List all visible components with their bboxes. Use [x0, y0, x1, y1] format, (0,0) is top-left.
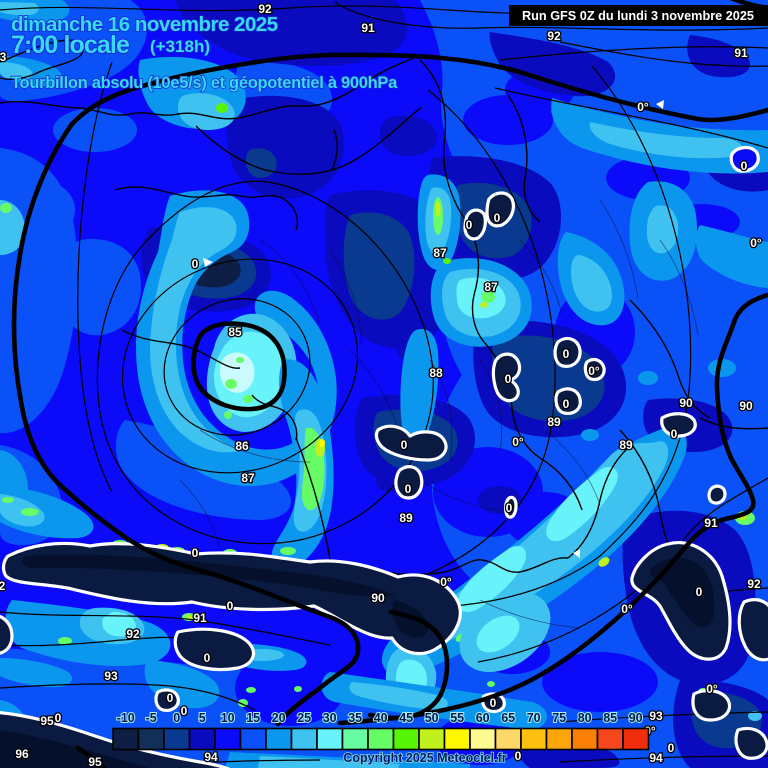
svg-text:35: 35 [348, 711, 362, 725]
svg-text:30: 30 [323, 711, 337, 725]
svg-text:89: 89 [619, 438, 633, 452]
svg-text:0: 0 [696, 585, 703, 599]
svg-text:89: 89 [547, 415, 561, 429]
svg-text:95: 95 [88, 755, 102, 768]
svg-text:(+318h): (+318h) [150, 37, 210, 56]
svg-text:0°: 0° [588, 364, 600, 378]
svg-text:0: 0 [401, 438, 408, 452]
svg-text:92: 92 [126, 627, 140, 641]
svg-text:0: 0 [563, 397, 570, 411]
svg-text:95: 95 [40, 714, 54, 728]
svg-text:91: 91 [193, 611, 207, 625]
svg-text:25: 25 [297, 711, 311, 725]
svg-text:45: 45 [399, 711, 413, 725]
svg-text:86: 86 [235, 439, 249, 453]
svg-text:90: 90 [371, 591, 385, 605]
svg-text:0: 0 [173, 711, 180, 725]
svg-text:90: 90 [739, 399, 753, 413]
svg-text:dimanche 16 novembre 2025: dimanche 16 novembre 2025 [11, 13, 278, 36]
svg-text:0: 0 [563, 347, 570, 361]
svg-text:91: 91 [704, 516, 718, 530]
svg-text:0°: 0° [706, 682, 718, 696]
svg-text:0: 0 [490, 696, 497, 710]
svg-text:90: 90 [629, 711, 643, 725]
svg-text:0: 0 [167, 691, 174, 705]
svg-text:20: 20 [272, 711, 286, 725]
svg-text:0: 0 [515, 749, 522, 763]
svg-text:0: 0 [741, 159, 748, 173]
svg-text:88: 88 [429, 366, 443, 380]
svg-text:70: 70 [527, 711, 541, 725]
svg-text:91: 91 [734, 46, 748, 60]
svg-text:87: 87 [241, 471, 255, 485]
svg-text:0: 0 [192, 546, 199, 560]
svg-text:91: 91 [361, 21, 375, 35]
svg-text:15: 15 [246, 711, 260, 725]
svg-text:80: 80 [578, 711, 592, 725]
svg-text:40: 40 [374, 711, 388, 725]
svg-text:0: 0 [204, 651, 211, 665]
svg-text:0: 0 [181, 704, 188, 718]
svg-text:92: 92 [547, 29, 561, 43]
svg-text:94: 94 [649, 751, 663, 765]
svg-text:0°: 0° [637, 100, 649, 114]
svg-text:0: 0 [405, 482, 412, 496]
svg-text:93: 93 [104, 669, 118, 683]
svg-text:0: 0 [55, 711, 62, 725]
svg-text:94: 94 [204, 750, 218, 764]
svg-text:-5: -5 [146, 711, 157, 725]
svg-text:0°: 0° [621, 602, 633, 616]
svg-text:93: 93 [649, 709, 663, 723]
svg-text:Run GFS 0Z du lundi 3 novembre: Run GFS 0Z du lundi 3 novembre 2025 [522, 9, 754, 23]
svg-text:87: 87 [433, 246, 447, 260]
svg-text:92: 92 [258, 2, 272, 16]
svg-text:0°: 0° [440, 575, 452, 589]
svg-text:0: 0 [192, 257, 199, 271]
svg-text:87: 87 [484, 280, 498, 294]
svg-text:55: 55 [450, 711, 464, 725]
svg-text:89: 89 [399, 511, 413, 525]
svg-text:0: 0 [466, 218, 473, 232]
svg-text:85: 85 [228, 325, 242, 339]
svg-text:0: 0 [506, 501, 513, 515]
svg-text:50: 50 [425, 711, 439, 725]
svg-text:3: 3 [0, 50, 7, 64]
svg-text:60: 60 [476, 711, 490, 725]
svg-text:0: 0 [671, 427, 678, 441]
svg-text:75: 75 [552, 711, 566, 725]
svg-text:0: 0 [227, 599, 234, 613]
svg-text:5: 5 [199, 711, 206, 725]
svg-text:7:00 locale: 7:00 locale [11, 31, 130, 59]
svg-text:0°: 0° [512, 435, 524, 449]
svg-text:Copyright 2025 Meteociel.fr: Copyright 2025 Meteociel.fr [343, 751, 506, 765]
svg-text:10: 10 [221, 711, 235, 725]
svg-text:-10: -10 [117, 711, 135, 725]
svg-text:0: 0 [505, 372, 512, 386]
svg-text:90: 90 [679, 396, 693, 410]
svg-text:96: 96 [15, 747, 29, 761]
svg-text:0°: 0° [750, 236, 762, 250]
svg-text:Tourbillon absolu (10e5/s) et: Tourbillon absolu (10e5/s) et géopotenti… [11, 74, 398, 92]
svg-text:65: 65 [501, 711, 515, 725]
svg-text:0: 0 [668, 741, 675, 755]
svg-text:2: 2 [0, 579, 6, 593]
svg-text:85: 85 [603, 711, 617, 725]
svg-text:0: 0 [494, 211, 501, 225]
svg-text:92: 92 [747, 577, 761, 591]
